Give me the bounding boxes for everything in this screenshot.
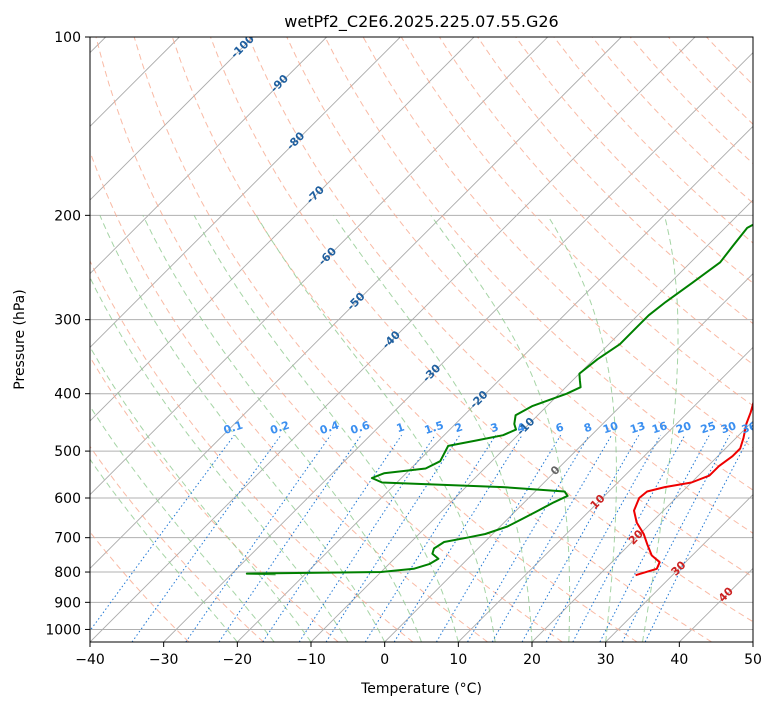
moist-adiabat-line bbox=[430, 215, 571, 642]
x-tick-label: −30 bbox=[149, 652, 179, 668]
series-layer bbox=[245, 223, 753, 577]
x-tick-label: −40 bbox=[75, 652, 105, 668]
mixing-ratio-label: 0.2 bbox=[269, 419, 292, 437]
mixing-ratio-label: 8 bbox=[582, 420, 593, 435]
x-axis: −40 −30 −20 −10 0 10 20 30 40 50 bbox=[75, 642, 762, 668]
mixing-ratio-line bbox=[644, 434, 751, 642]
x-tick-label: −10 bbox=[296, 652, 326, 668]
isotherm-line bbox=[237, 125, 753, 642]
mixing-ratio-line bbox=[491, 434, 613, 642]
mixing-ratio-line bbox=[393, 434, 523, 642]
dry-adiabat-line bbox=[248, 37, 753, 578]
isotherm-line bbox=[384, 273, 753, 642]
x-tick-label: 20 bbox=[523, 652, 541, 668]
mixing-ratio-line bbox=[185, 434, 332, 642]
x-tick-label: 0 bbox=[380, 652, 389, 668]
y-axis-title: Pressure (hPa) bbox=[12, 289, 28, 389]
dry-adiabat-line bbox=[90, 445, 264, 642]
dry-adiabat-line bbox=[133, 37, 638, 642]
mixing-ratio-line bbox=[218, 434, 362, 642]
mixing-ratio-label: 0.6 bbox=[349, 419, 372, 437]
moist-adiabat-line bbox=[90, 346, 312, 642]
mixing-ratio-label: 36 bbox=[740, 419, 759, 436]
mixing-ratio-label: 3 bbox=[489, 420, 500, 435]
mixing-ratio-label: 4 bbox=[515, 420, 527, 435]
x-tick-label: 50 bbox=[744, 652, 762, 668]
x-tick-label: −20 bbox=[223, 652, 253, 668]
y-tick-label: 100 bbox=[54, 30, 81, 46]
moist-adiabat-line bbox=[333, 215, 533, 642]
x-tick-label: 30 bbox=[597, 652, 615, 668]
x-tick-label: 10 bbox=[449, 652, 467, 668]
moist-adiabat-line bbox=[99, 215, 386, 642]
y-tick-label: 800 bbox=[54, 565, 81, 581]
isotherm-line bbox=[90, 37, 254, 201]
isotherm-line bbox=[90, 37, 327, 275]
isotherm-line bbox=[458, 346, 753, 642]
isotherm-line bbox=[531, 420, 753, 642]
dry-adiabat-line bbox=[95, 37, 563, 642]
isotherm-line bbox=[90, 37, 401, 348]
isotherm-line bbox=[90, 37, 475, 422]
x-tick-label: 40 bbox=[670, 652, 688, 668]
moist-adiabat-line bbox=[193, 215, 459, 642]
mixing-ratio-line bbox=[572, 434, 686, 642]
temperature-profile-line bbox=[633, 400, 753, 577]
isotherm-line bbox=[605, 494, 753, 642]
mixing-ratio-label: 2 bbox=[453, 421, 464, 436]
mixing-ratio-label: 16 bbox=[650, 419, 669, 436]
mixing-ratio-line bbox=[621, 434, 731, 642]
dry-adiabat-line bbox=[90, 356, 339, 642]
dewpoint-profile-line bbox=[245, 223, 753, 576]
mixing-ratio-label: 10 bbox=[601, 419, 620, 436]
y-tick-label: 500 bbox=[54, 444, 81, 460]
y-tick-label: 900 bbox=[54, 595, 81, 611]
y-tick-label: 1000 bbox=[45, 622, 81, 638]
mixing-ratio-line bbox=[521, 434, 640, 642]
y-tick-label: 300 bbox=[54, 313, 81, 329]
moist-adiabat-line bbox=[90, 405, 275, 642]
dry-adiabat-line bbox=[210, 37, 753, 623]
y-tick-label: 700 bbox=[54, 531, 81, 547]
mixing-ratio-line bbox=[467, 434, 590, 642]
moist-adiabat-line bbox=[90, 458, 238, 642]
mixing-ratio-line bbox=[364, 434, 497, 642]
dry-adiabat-line bbox=[324, 37, 753, 491]
mixing-ratio-label: 0.1 bbox=[222, 419, 245, 437]
mixing-ratio-line bbox=[90, 434, 235, 632]
mixing-ratio-line bbox=[545, 434, 662, 642]
mixing-ratio-label: 20 bbox=[674, 419, 693, 436]
mixing-ratio-label: 0.4 bbox=[318, 419, 341, 437]
plot-area: 0.1 0.2 0.4 0.6 1 1.5 2 3 4 6 8 10 13 16 20 25 30 36-100-… bbox=[90, 37, 759, 642]
moist-adiabat-line bbox=[142, 215, 422, 642]
dry-adiabat-line bbox=[90, 259, 414, 642]
chart-title: wetPf2_C2E6.2025.225.07.55.G26 bbox=[284, 12, 558, 32]
x-axis-title: Temperature (°C) bbox=[360, 681, 482, 697]
mixing-ratio-label: 1.5 bbox=[423, 419, 446, 437]
plot-frame bbox=[89, 36, 754, 643]
y-tick-label: 400 bbox=[54, 387, 81, 403]
mixing-ratio-label: 1 bbox=[395, 420, 406, 435]
y-axis: 100 200 300 400 500 600 700 800 900 1000 bbox=[45, 30, 90, 638]
isotherm-line bbox=[90, 37, 548, 496]
dry-adiabat-line bbox=[515, 37, 753, 284]
y-tick-label: 600 bbox=[54, 491, 81, 507]
mixing-ratio-label: 6 bbox=[554, 420, 566, 435]
mixing-ratio-label: 30 bbox=[719, 419, 738, 436]
dry-adiabat-line bbox=[286, 37, 753, 534]
y-tick-label: 200 bbox=[54, 208, 81, 224]
isotherm-line bbox=[90, 37, 622, 569]
mixing-ratio-label: 13 bbox=[628, 419, 647, 436]
mixing-ratio-label: 25 bbox=[699, 419, 718, 436]
isotherm-line bbox=[163, 52, 753, 642]
mixing-ratio-line bbox=[435, 434, 562, 642]
moist-adiabat-line bbox=[642, 215, 679, 642]
